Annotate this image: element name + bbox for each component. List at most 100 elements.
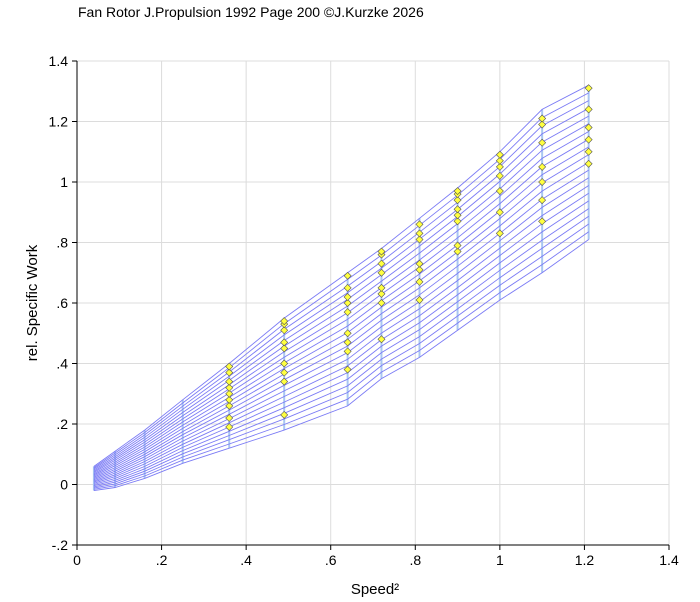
- data-point: [538, 178, 547, 186]
- data-point: [225, 377, 234, 386]
- map-line: [93, 100, 589, 470]
- data-point: [280, 344, 289, 353]
- map-line: [93, 208, 589, 487]
- y-tick-label: 1.4: [49, 53, 69, 69]
- x-tick-label: .4: [240, 552, 252, 568]
- data-point: [453, 211, 462, 220]
- data-point: [377, 289, 386, 298]
- data-point: [453, 217, 462, 226]
- x-tick-label: .6: [325, 552, 337, 568]
- chart-title: Fan Rotor J.Propulsion 1992 Page 200 ©J.…: [78, 4, 424, 20]
- data-point: [343, 329, 352, 338]
- data-point: [453, 205, 462, 214]
- data-point: [343, 365, 352, 374]
- data-point: [538, 196, 547, 205]
- data-point: [495, 229, 504, 238]
- x-tick-label: 1.4: [659, 552, 679, 568]
- map-line: [93, 239, 589, 492]
- map-line: [93, 138, 589, 476]
- data-point: [225, 362, 234, 371]
- map-line: [93, 107, 589, 471]
- data-point: [280, 377, 289, 386]
- data-point: [377, 283, 386, 292]
- data-point: [495, 171, 504, 180]
- map-line: [93, 84, 589, 467]
- data-point: [343, 299, 352, 307]
- y-tick-label: .4: [56, 356, 68, 372]
- data-point: [495, 156, 504, 165]
- data-point: [538, 114, 547, 123]
- data-point: [343, 271, 352, 280]
- data-point: [453, 187, 462, 196]
- data-point: [377, 268, 386, 277]
- data-point: [225, 423, 234, 431]
- y-tick-label: 0: [60, 477, 68, 493]
- map-line: [93, 185, 589, 483]
- data-point: [377, 299, 386, 307]
- data-point: [280, 410, 289, 419]
- data-point: [343, 283, 352, 292]
- data-point: [415, 220, 424, 229]
- map-line: [93, 146, 589, 477]
- data-point: [280, 359, 289, 368]
- data-point: [584, 159, 593, 168]
- x-axis-label: Speed²: [351, 581, 399, 598]
- data-point: [584, 135, 593, 144]
- data-point: [538, 138, 547, 147]
- data-point: [280, 317, 289, 326]
- map-line: [93, 169, 589, 481]
- data-point: [343, 347, 352, 356]
- data-point: [280, 326, 289, 335]
- x-tick-label: .2: [156, 552, 168, 568]
- y-tick-label: .8: [56, 235, 68, 251]
- data-point: [538, 120, 547, 129]
- data-point: [225, 395, 234, 404]
- data-point: [225, 383, 234, 392]
- map-line: [93, 161, 589, 479]
- x-tick-label: 0: [73, 552, 81, 568]
- data-point: [343, 338, 352, 347]
- data-point: [343, 292, 352, 301]
- data-point: [225, 413, 234, 422]
- map-line: [93, 115, 589, 472]
- data-point: [538, 217, 547, 226]
- x-tick-label: 1: [496, 552, 504, 568]
- data-point: [584, 105, 593, 114]
- data-point: [225, 389, 234, 398]
- data-point: [377, 247, 386, 256]
- data-point: [495, 208, 504, 217]
- y-tick-label: 1: [60, 174, 68, 190]
- data-point: [453, 196, 462, 205]
- data-point: [415, 235, 424, 244]
- map-line: [93, 223, 589, 489]
- data-point: [225, 401, 234, 410]
- data-point: [415, 296, 424, 304]
- data-point: [343, 308, 352, 317]
- data-point: [415, 277, 424, 286]
- data-point: [415, 265, 424, 274]
- data-point: [584, 147, 593, 156]
- data-point: [453, 247, 462, 256]
- x-tick-label: 1.2: [575, 552, 595, 568]
- data-point: [495, 150, 504, 159]
- y-tick-label: .6: [56, 295, 68, 311]
- data-point: [280, 368, 289, 377]
- data-point: [415, 259, 424, 268]
- data-point: [584, 123, 593, 132]
- data-point: [415, 229, 424, 238]
- y-axis-label: rel. Specific Work: [24, 244, 41, 361]
- data-point: [225, 368, 234, 377]
- x-tick-label: .8: [409, 552, 421, 568]
- y-tick-label: 1.2: [49, 114, 69, 130]
- map-line: [93, 215, 589, 488]
- data-point: [377, 335, 386, 344]
- y-tick-label: -.2: [52, 537, 69, 553]
- map-line: [93, 231, 589, 490]
- data-point: [584, 84, 593, 93]
- data-point: [280, 338, 289, 347]
- data-point: [538, 162, 547, 171]
- data-point: [453, 241, 462, 250]
- data-point: [495, 187, 504, 196]
- data-point: [495, 162, 504, 171]
